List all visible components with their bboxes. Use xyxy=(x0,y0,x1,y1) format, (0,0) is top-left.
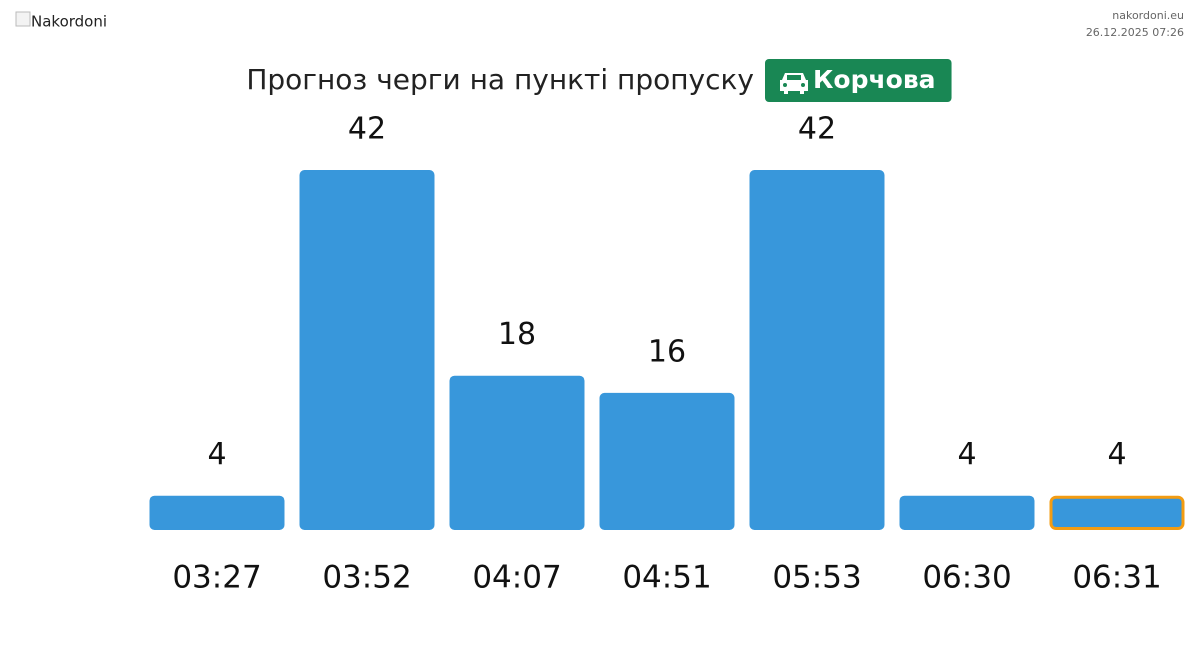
bar xyxy=(749,170,885,530)
car-light xyxy=(783,83,787,87)
x-tick-label: 06:30 xyxy=(922,560,1011,596)
logo: Nakordoni xyxy=(15,11,107,31)
x-tick-label: 03:27 xyxy=(172,560,261,596)
value-label: 4 xyxy=(1107,437,1126,472)
car-window xyxy=(787,75,801,80)
value-label: 42 xyxy=(798,112,836,147)
value-label: 4 xyxy=(207,437,226,472)
bar xyxy=(149,495,285,530)
bar xyxy=(299,170,435,530)
timestamp: 26.12.2025 07:26 xyxy=(1086,26,1184,39)
chart-title: Прогноз черги на пункті пропуску xyxy=(246,63,754,96)
bar xyxy=(449,375,585,530)
bar xyxy=(1049,495,1185,531)
broken-image-icon xyxy=(15,11,31,27)
value-label: 42 xyxy=(348,112,386,147)
value-label: 16 xyxy=(648,334,686,369)
badge: Корчова xyxy=(765,59,952,102)
logo-alt: Nakordoni xyxy=(31,13,107,31)
bar xyxy=(899,495,1035,530)
site: nakordoni.eu xyxy=(1112,9,1184,22)
x-tick-label: 04:07 xyxy=(472,560,561,596)
value-label: 4 xyxy=(957,437,976,472)
x-tick-label: 04:51 xyxy=(622,560,711,596)
badge-background xyxy=(765,59,952,102)
x-tick-label: 06:31 xyxy=(1072,560,1161,596)
value-label: 18 xyxy=(498,317,536,352)
badge-text: Корчова xyxy=(813,65,936,94)
x-tick-label: 03:52 xyxy=(322,560,411,596)
car-light xyxy=(801,83,805,87)
x-tick-label: 05:53 xyxy=(772,560,861,596)
bar xyxy=(599,392,735,530)
